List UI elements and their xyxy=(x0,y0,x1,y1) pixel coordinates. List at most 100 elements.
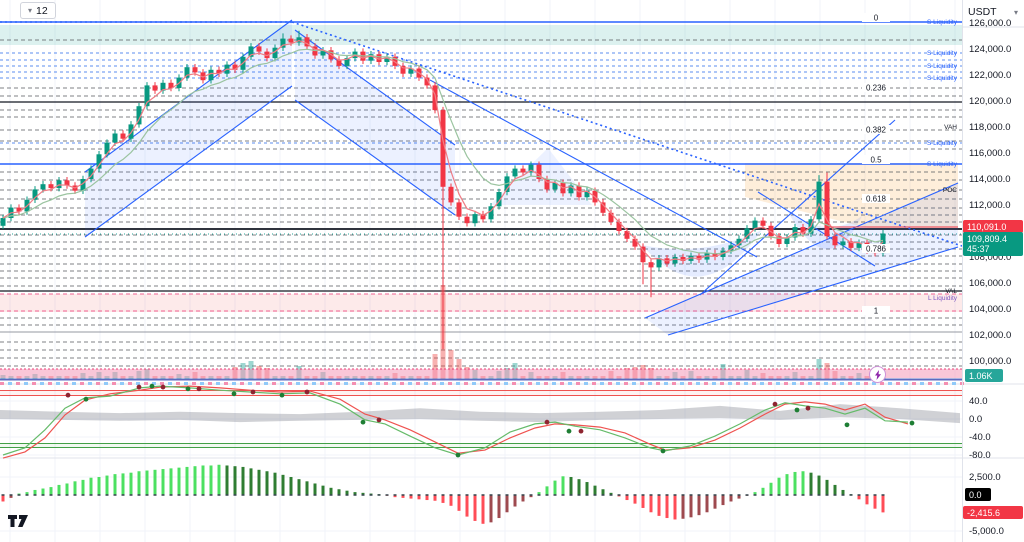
osc-top-strip xyxy=(392,382,396,385)
osc-top-strip xyxy=(536,382,540,385)
osc-top-strip xyxy=(88,382,92,385)
candle xyxy=(424,77,430,86)
osc-top-strip xyxy=(600,382,604,385)
liquidity-label: S Liquidity xyxy=(927,19,958,26)
candle xyxy=(528,164,534,173)
price-axis[interactable]: 126,000.0 124,000.0 122,000.0 120,000.0 118,… xyxy=(962,0,1024,542)
hist-zero-tick xyxy=(129,494,133,496)
osc-top-strip xyxy=(8,382,12,385)
liquidity-label: S Liquidity xyxy=(927,50,958,57)
quote-currency-selector[interactable]: USDT ▾ xyxy=(968,6,1018,18)
indicator-tick-label: -40.0 xyxy=(969,432,991,443)
hist-zero-tick xyxy=(753,494,757,496)
hist-zero-tick xyxy=(689,494,693,496)
osc-top-strip xyxy=(488,382,492,385)
hist-zero-tick xyxy=(561,494,565,496)
slow-ma-line xyxy=(2,48,884,255)
hist-zero-tick xyxy=(777,494,781,496)
sell-dot xyxy=(578,428,584,434)
osc-top-strip xyxy=(384,382,388,385)
candle xyxy=(848,241,854,248)
osc-top-strip xyxy=(784,382,788,385)
volume-bar xyxy=(448,350,454,380)
osc-top-strip xyxy=(824,382,828,385)
hist-zero-tick xyxy=(545,494,549,496)
osc-top-strip xyxy=(560,382,564,385)
price-tick-label: 102,000.0 xyxy=(969,330,1012,341)
channel-fill xyxy=(295,30,455,215)
buy-dot xyxy=(185,386,191,392)
osc-top-strip xyxy=(672,382,676,385)
volume-badge: 1.06K xyxy=(965,369,1003,383)
osc-top-strip xyxy=(768,382,772,385)
osc-top-strip xyxy=(432,382,436,385)
hist-zero-tick xyxy=(273,494,277,496)
hist-zero-tick xyxy=(881,494,885,496)
last-price: 109,809.4 xyxy=(967,233,1008,244)
candle xyxy=(192,67,198,73)
hist-zero-tick xyxy=(81,494,85,496)
candle xyxy=(552,182,558,190)
liquidity-label: VAL xyxy=(945,288,957,295)
candle xyxy=(368,54,374,61)
osc-top-strip xyxy=(232,382,236,385)
candle xyxy=(648,262,654,268)
price-tick-label: 116,000.0 xyxy=(969,148,1011,159)
osc-top-strip xyxy=(832,382,836,385)
candle xyxy=(584,190,590,198)
osc-top-strip xyxy=(56,382,60,385)
osc-top-strip xyxy=(568,382,572,385)
osc-top-strip xyxy=(176,382,180,385)
hist-zero-tick xyxy=(337,494,341,496)
histogram-zero-badge: 0.0 xyxy=(965,488,991,502)
osc-top-strip xyxy=(864,382,868,385)
ma-value-badge: 110,091.0 xyxy=(963,220,1023,234)
hist-zero-tick xyxy=(209,494,213,496)
hist-zero-tick xyxy=(49,494,53,496)
hist-zero-tick xyxy=(145,494,149,496)
osc-top-strip xyxy=(616,382,620,385)
candle xyxy=(128,124,134,139)
candle xyxy=(760,220,766,226)
hist-zero-tick xyxy=(313,494,317,496)
fib-label-bg xyxy=(862,155,890,164)
candle xyxy=(32,189,38,200)
liquidity-label: POC xyxy=(943,187,957,194)
hist-zero-tick xyxy=(121,494,125,496)
candle xyxy=(696,255,702,260)
hist-zero-tick xyxy=(329,494,333,496)
candle xyxy=(40,184,46,190)
osc-top-strip xyxy=(472,382,476,385)
hist-zero-tick xyxy=(193,494,197,496)
hist-zero-tick xyxy=(857,494,861,496)
price-tick-label: 124,000.0 xyxy=(969,44,1012,55)
candle xyxy=(656,258,662,268)
candle xyxy=(776,236,782,244)
candle xyxy=(512,168,518,177)
hist-zero-tick xyxy=(305,494,309,496)
osc-top-strip xyxy=(248,382,252,385)
osc-top-strip xyxy=(664,382,668,385)
hist-zero-tick xyxy=(457,494,461,496)
sell-dot xyxy=(544,419,550,425)
hist-zero-tick xyxy=(185,494,189,496)
osc-top-strip xyxy=(736,382,740,385)
hist-zero-tick xyxy=(57,494,61,496)
hist-zero-tick xyxy=(769,494,773,496)
indicator-tick-label: 40.0 xyxy=(969,396,988,407)
liquidity-label: S Liquidity xyxy=(927,140,958,147)
osc-top-strip xyxy=(312,382,316,385)
bar-countdown: 45:37 xyxy=(967,243,990,254)
instant-order-button[interactable] xyxy=(869,366,886,383)
timeframe-pill[interactable]: ▾ 12 xyxy=(20,2,56,19)
hist-zero-tick xyxy=(729,494,733,496)
osc-top-strip xyxy=(912,382,916,385)
hist-zero-tick xyxy=(353,494,357,496)
osc-top-strip xyxy=(184,382,188,385)
hist-zero-tick xyxy=(33,494,37,496)
osc-top-strip xyxy=(936,382,940,385)
hist-zero-tick xyxy=(65,494,69,496)
tradingview-logo[interactable] xyxy=(7,512,33,535)
indicator-tick-label: -5,000.0 xyxy=(969,526,1004,537)
